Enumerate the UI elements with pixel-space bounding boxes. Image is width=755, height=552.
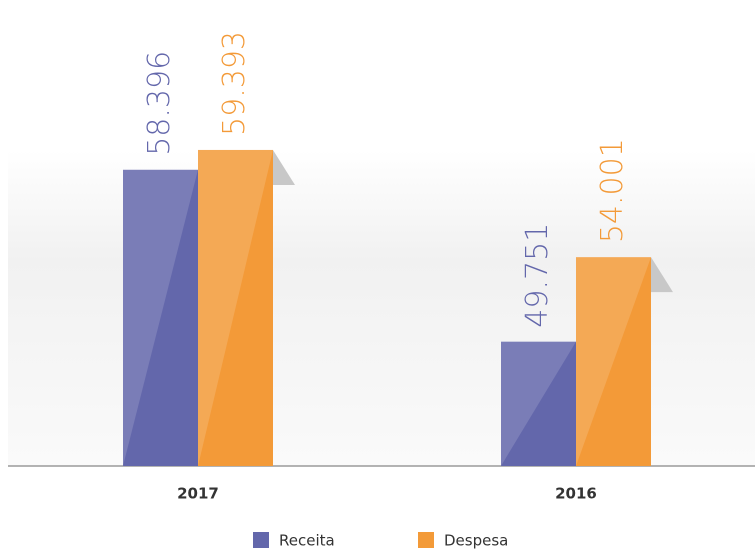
value-label: 54.001 (595, 138, 630, 243)
bar-shadow (273, 149, 295, 185)
bar (123, 169, 198, 466)
bar-highlight (123, 169, 198, 466)
legend-swatch (253, 532, 269, 548)
value-label: 59.393 (217, 31, 252, 136)
bar-highlight (501, 341, 576, 466)
bar (576, 257, 651, 466)
value-label: 49.751 (520, 223, 555, 328)
bar-shadow (651, 257, 673, 293)
x-tick-label: 2016 (555, 485, 597, 503)
value-label: 58.396 (142, 51, 177, 156)
bar (501, 341, 576, 466)
x-tick-label: 2017 (177, 485, 219, 503)
legend-label: Receita (279, 532, 335, 550)
bar-highlight (198, 149, 273, 466)
legend-label: Despesa (444, 532, 508, 550)
legend-swatch (418, 532, 434, 548)
bar (198, 149, 273, 466)
bar-highlight (576, 257, 651, 466)
